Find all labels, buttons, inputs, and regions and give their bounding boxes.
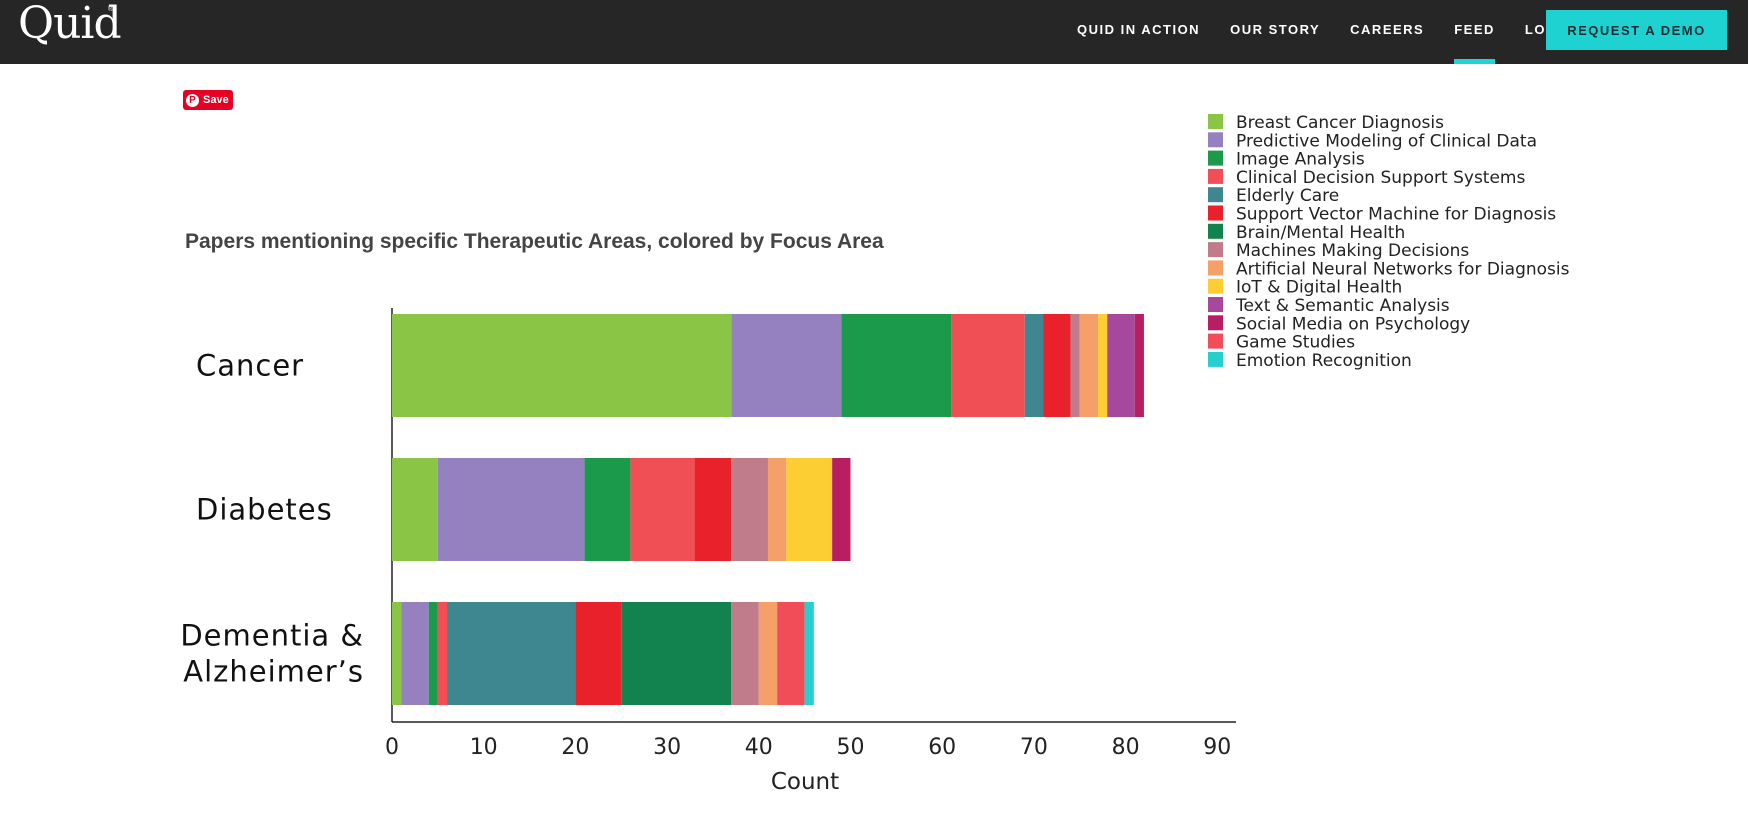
- legend-swatch: [1208, 242, 1223, 258]
- legend-label: IoT & Digital Health: [1236, 278, 1402, 298]
- bar-segment: [767, 458, 787, 561]
- legend-label: Clinical Decision Support Systems: [1236, 168, 1525, 188]
- legend-label: Image Analysis: [1236, 150, 1365, 170]
- bar-segment: [1098, 314, 1108, 417]
- legend-label: Support Vector Machine for Diagnosis: [1236, 205, 1556, 225]
- bar-segment: [1070, 314, 1080, 417]
- legend-swatch: [1208, 150, 1223, 166]
- bar-segment: [1024, 314, 1044, 417]
- bar-segment: [731, 314, 842, 417]
- legend-label: Brain/Mental Health: [1236, 223, 1405, 243]
- legend-swatch: [1208, 168, 1223, 184]
- bar-segment: [1107, 314, 1135, 417]
- x-tick-label: 60: [928, 735, 956, 760]
- legend-swatch: [1208, 315, 1223, 331]
- x-tick-label: 20: [561, 735, 589, 760]
- legend-swatch: [1208, 187, 1223, 203]
- pinterest-icon: P: [186, 93, 199, 107]
- bar-segment: [951, 314, 1025, 417]
- legend-swatch: [1208, 278, 1223, 294]
- bar-segment: [437, 458, 585, 561]
- legend-label: Text & Semantic Analysis: [1235, 296, 1450, 316]
- legend-swatch: [1208, 205, 1223, 221]
- x-tick-label: 10: [470, 735, 498, 760]
- x-tick-label: 0: [385, 735, 399, 760]
- bar-segment: [694, 458, 732, 561]
- category-label: Cancer: [196, 349, 304, 383]
- x-tick-label: 40: [745, 735, 773, 760]
- registered-mark: ®: [108, 6, 114, 13]
- bar-segment: [1079, 314, 1099, 417]
- bar-segment: [437, 602, 448, 705]
- legend-label: Breast Cancer Diagnosis: [1236, 113, 1444, 133]
- x-axis-title: Count: [771, 769, 839, 795]
- bar-segment: [584, 458, 631, 561]
- bar-segment: [575, 602, 622, 705]
- category-label: Diabetes: [196, 493, 333, 527]
- legend-label: Game Studies: [1236, 333, 1355, 353]
- pinterest-save-button[interactable]: P Save: [183, 90, 233, 110]
- bar-segment: [758, 602, 778, 705]
- bar-segment: [1043, 314, 1071, 417]
- bar-segment: [786, 458, 833, 561]
- nav-feed[interactable]: FEED: [1439, 0, 1510, 64]
- legend-swatch: [1208, 114, 1223, 129]
- bar-segment: [630, 458, 695, 561]
- bar-segment: [841, 314, 952, 417]
- bar-segment: [731, 458, 768, 561]
- legend-label: Social Media on Psychology: [1236, 314, 1470, 334]
- legend-label: Artificial Neural Networks for Diagnosis: [1236, 259, 1570, 279]
- quid-logo[interactable]: Quid: [18, 0, 122, 49]
- legend-label: Emotion Recognition: [1236, 351, 1412, 371]
- x-tick-label: 30: [653, 735, 681, 760]
- bar-segment: [731, 602, 759, 705]
- bar-segment: [392, 602, 402, 705]
- x-tick-label: 80: [1112, 735, 1140, 760]
- bar-segment: [804, 602, 814, 705]
- bar-segment: [447, 602, 576, 705]
- bar-segment: [428, 602, 438, 705]
- legend-label: Machines Making Decisions: [1236, 241, 1469, 261]
- nav-careers[interactable]: CAREERS: [1350, 22, 1425, 37]
- save-label: Save: [203, 94, 229, 106]
- bar-segment: [1134, 314, 1144, 417]
- nav-quid-in-action[interactable]: QUID IN ACTION: [1077, 22, 1201, 37]
- legend-swatch: [1208, 351, 1223, 367]
- category-label: Dementia &: [180, 619, 364, 653]
- legend-swatch: [1208, 223, 1223, 239]
- bar-segment: [832, 458, 851, 561]
- x-tick-label: 90: [1203, 735, 1231, 760]
- legend-label: Predictive Modeling of Clinical Data: [1236, 131, 1537, 151]
- category-label: Alzheimer’s: [183, 655, 364, 689]
- bar-segment: [392, 458, 438, 561]
- x-tick-label: 70: [1020, 735, 1048, 760]
- legend-label: Elderly Care: [1236, 186, 1339, 206]
- legend-swatch: [1208, 260, 1223, 276]
- legend-swatch: [1208, 297, 1223, 312]
- bar-segment: [392, 314, 732, 417]
- request-demo-button[interactable]: REQUEST A DEMO: [1546, 10, 1727, 50]
- bar-segment: [621, 602, 732, 705]
- bar-segment: [777, 602, 805, 705]
- top-navbar: Quid ® QUID IN ACTION OUR STORY CAREERS …: [0, 0, 1748, 64]
- nav-our-story[interactable]: OUR STORY: [1230, 22, 1321, 37]
- x-tick-label: 50: [837, 735, 865, 760]
- bar-segment: [401, 602, 429, 705]
- legend-swatch: [1208, 333, 1223, 349]
- legend-swatch: [1208, 132, 1223, 148]
- chart-title: Papers mentioning specific Therapeutic A…: [185, 230, 884, 253]
